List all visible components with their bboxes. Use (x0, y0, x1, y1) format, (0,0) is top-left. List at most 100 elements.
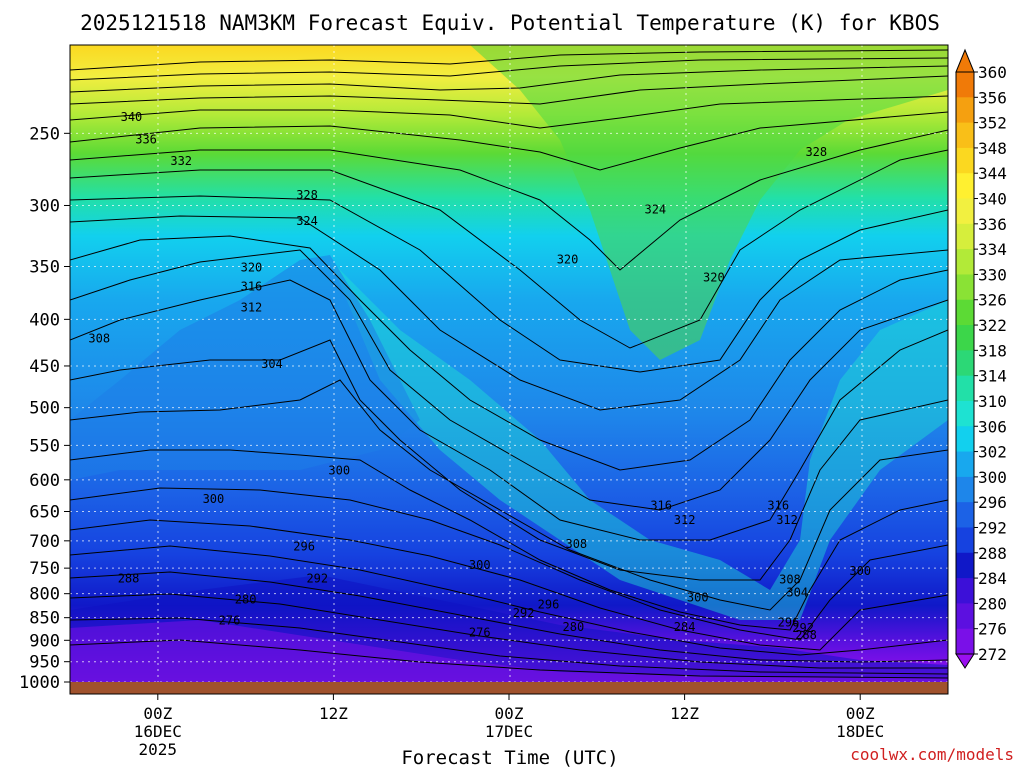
plot-area: 3403363323283243203163123083043003002963… (69, 44, 949, 695)
contour-line (70, 379, 948, 611)
credit-text: coolwx.com/models (850, 745, 1014, 764)
colorbar-swatch (956, 552, 974, 579)
colorbar-label: 284 (978, 569, 1007, 588)
contour-label: 308 (88, 332, 110, 346)
x-tick-label: 12Z (670, 704, 699, 723)
y-tick-label: 500 (29, 399, 60, 419)
x-tick-year: 2025 (139, 740, 178, 759)
x-tick-label: 00Z (846, 704, 875, 723)
colorbar: 360 356 352 348 344 340 336 334 330 326 322 318 314 3… (955, 48, 1007, 669)
colorbar-label: 348 (978, 139, 1007, 158)
colorbar-swatch (956, 274, 974, 301)
contour-label: 296 (293, 539, 315, 553)
colorbar-swatch (956, 628, 974, 655)
x-tick-date: 17DEC (485, 722, 533, 741)
contour-line (70, 65, 948, 93)
colorbar-swatch (956, 527, 974, 554)
contour-label: 292 (792, 621, 814, 635)
contour-line (70, 95, 948, 129)
contour-label: 304 (786, 586, 808, 600)
y-tick-label: 350 (29, 257, 60, 277)
contour-labels: 3403363323283243203163123083043003002963… (88, 110, 871, 642)
colorbar-swatch (956, 325, 974, 351)
contour-label: 300 (328, 463, 350, 477)
x-tick-label: 00Z (143, 704, 172, 723)
contour-label: 300 (849, 564, 871, 578)
colorbar-swatch (956, 299, 974, 326)
contour-line (70, 339, 948, 581)
contour-label: 312 (776, 513, 798, 527)
contour-label: 308 (779, 573, 801, 587)
colorbar-swatch (956, 426, 974, 453)
y-tick-label: 300 (29, 196, 60, 216)
colorbar-swatch (956, 502, 974, 529)
contour-label: 312 (674, 513, 696, 527)
colorbar-label: 272 (978, 645, 1007, 664)
colorbar-label: 330 (978, 265, 1007, 284)
y-tick-label: 700 (29, 532, 60, 552)
colorbar-label: 296 (978, 493, 1007, 512)
colorbar-label: 314 (978, 367, 1007, 386)
contour-label: 280 (563, 620, 585, 634)
colorbar-label: 276 (978, 620, 1007, 639)
contour-label: 300 (469, 558, 491, 572)
contour-label: 300 (687, 591, 709, 605)
x-axis-title: Forecast Time (UTC) (401, 747, 618, 768)
contour-line (70, 593, 948, 669)
x-tick-label: 12Z (319, 704, 348, 723)
contour-label: 328 (296, 188, 318, 202)
colorbar-swatch (956, 122, 974, 149)
contour-label: 328 (805, 145, 827, 159)
contour-line (70, 215, 948, 411)
colorbar-label: 300 (978, 468, 1007, 487)
colorbar-swatch (956, 476, 974, 503)
contour-label: 288 (118, 572, 140, 586)
contour-label: 316 (650, 498, 672, 512)
y-tick-label: 650 (29, 503, 60, 523)
contour-line (70, 449, 948, 631)
contour-line (70, 111, 948, 171)
color-region-cyan-core (330, 260, 948, 620)
contour-label: 276 (469, 625, 491, 639)
grid-lines (157, 45, 863, 682)
colorbar-label: 280 (978, 594, 1007, 613)
y-tick-label: 750 (29, 559, 60, 579)
contour-line (70, 279, 948, 541)
y-tick-label: 600 (29, 471, 60, 491)
colorbar-swatch (956, 578, 974, 604)
colorbar-swatch (956, 72, 974, 98)
y-tick-label: 850 (29, 609, 60, 629)
colorbar-swatch (956, 223, 974, 250)
colorbar-label: 336 (978, 215, 1007, 234)
contour-label: 324 (644, 202, 666, 216)
y-tick-label: 550 (29, 436, 60, 456)
colorbar-swatch (956, 375, 974, 402)
contour-label: 332 (170, 154, 192, 168)
colorbar-label: 292 (978, 518, 1007, 537)
contour-label: 292 (513, 606, 535, 620)
contour-label: 320 (703, 271, 725, 285)
colorbar-label: 310 (978, 392, 1007, 411)
y-tick-label: 900 (29, 631, 60, 651)
colorbar-label: 326 (978, 291, 1007, 310)
colorbar-label: 318 (978, 341, 1007, 360)
colorbar-swatch (956, 198, 974, 225)
contour-label: 316 (241, 279, 263, 293)
contour-label: 320 (241, 261, 263, 275)
color-region-deep-blue (70, 575, 948, 682)
colorbar-label: 352 (978, 114, 1007, 133)
y-tick-label: 1000 (19, 673, 60, 693)
contour-label: 276 (219, 613, 241, 627)
y-tick-label: 800 (29, 585, 60, 605)
contour-line (70, 57, 948, 81)
contour-label: 324 (296, 214, 318, 228)
contour-label: 296 (538, 597, 560, 611)
colorbar-label: 344 (978, 164, 1007, 183)
colorbar-label: 360 (978, 63, 1007, 82)
colorbar-label: 340 (978, 190, 1007, 209)
contour-line (70, 571, 948, 663)
contour-label: 296 (778, 615, 800, 629)
colorbar-swatch (956, 173, 974, 200)
ground-bar (70, 682, 948, 694)
